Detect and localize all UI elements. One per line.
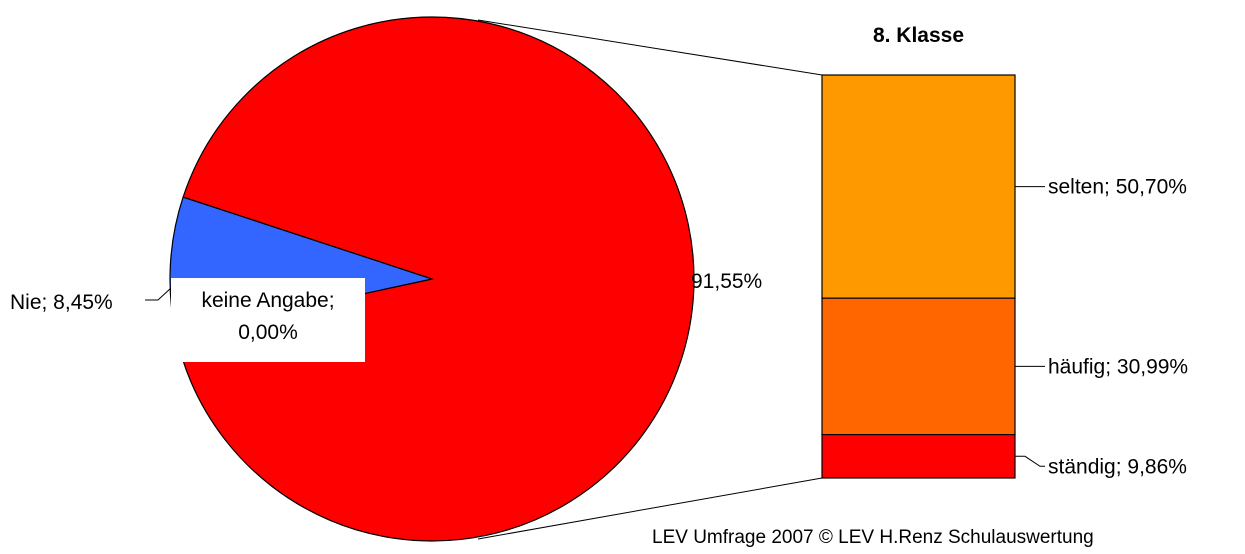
stacked-bar: selten; 50,70% häufig; 30,99% ständig; 9,8…	[821, 74, 1188, 479]
pie-label-nie: Nie; 8,45%	[10, 291, 113, 314]
bar-title: 8. Klasse	[873, 24, 964, 47]
pie: 91,55% Nie; 8,45% keine Angabe; 0,00%	[10, 16, 762, 542]
connector-top	[477, 19, 823, 76]
pie-label-keine-angabe-line-1: keine Angabe;	[201, 289, 334, 312]
connector-lines	[477, 19, 823, 540]
bar-segment-selten	[821, 74, 1016, 299]
bar-segment-st-ndig	[821, 434, 1016, 479]
pie-label-rest: 91,55%	[691, 270, 762, 293]
bar-label-h-ufig: häufig; 30,99%	[1048, 355, 1188, 378]
connector-bottom	[477, 477, 823, 540]
leader-nie	[145, 287, 172, 301]
bar-label-selten: selten; 50,70%	[1048, 176, 1187, 199]
pie-label-box-keine-angabe	[171, 278, 365, 362]
pie-label-keine-angabe-line-2: 0,00%	[238, 321, 298, 344]
bar-label-st-ndig: ständig; 9,86%	[1048, 455, 1187, 478]
bar-segment-h-ufig	[821, 297, 1016, 436]
pie-slice-rest	[175, 16, 695, 542]
footer-credit: LEV Umfrage 2007 © LEV H.Renz Schulauswe…	[652, 527, 1094, 548]
leader-st-ndig	[1015, 455, 1045, 467]
